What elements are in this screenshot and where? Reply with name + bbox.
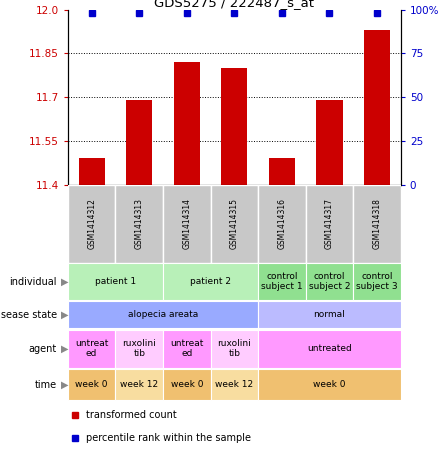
Title: GDS5275 / 222487_s_at: GDS5275 / 222487_s_at <box>154 0 314 9</box>
Bar <box>68 369 116 400</box>
Bar <box>221 68 247 185</box>
Bar <box>258 329 401 368</box>
Bar <box>116 329 163 368</box>
Text: week 0: week 0 <box>75 380 108 389</box>
Bar <box>306 185 353 263</box>
Bar <box>68 185 116 263</box>
Text: GSM1414315: GSM1414315 <box>230 198 239 249</box>
Bar <box>258 264 306 300</box>
Text: agent: agent <box>29 344 57 354</box>
Bar <box>258 185 306 263</box>
Text: alopecia areata: alopecia areata <box>128 310 198 319</box>
Bar <box>163 185 211 263</box>
Text: percentile rank within the sample: percentile rank within the sample <box>86 433 251 443</box>
Bar <box>68 301 258 328</box>
Bar <box>353 264 401 300</box>
Bar <box>68 329 116 368</box>
Bar <box>116 185 163 263</box>
Text: ▶: ▶ <box>60 380 68 390</box>
Text: transformed count: transformed count <box>86 410 177 420</box>
Text: GSM1414314: GSM1414314 <box>182 198 191 249</box>
Bar <box>353 185 401 263</box>
Bar <box>364 30 390 185</box>
Text: GSM1414312: GSM1414312 <box>87 198 96 249</box>
Text: ruxolini
tib: ruxolini tib <box>122 339 156 358</box>
Text: untreat
ed: untreat ed <box>170 339 204 358</box>
Text: untreat
ed: untreat ed <box>75 339 108 358</box>
Bar <box>269 159 295 185</box>
Bar <box>78 159 105 185</box>
Text: week 12: week 12 <box>215 380 254 389</box>
Text: ruxolini
tib: ruxolini tib <box>217 339 251 358</box>
Text: control
subject 1: control subject 1 <box>261 272 303 291</box>
Bar <box>174 62 200 185</box>
Bar <box>163 369 211 400</box>
Text: GSM1414313: GSM1414313 <box>135 198 144 249</box>
Text: GSM1414317: GSM1414317 <box>325 198 334 249</box>
Text: control
subject 3: control subject 3 <box>356 272 398 291</box>
Bar <box>68 264 163 300</box>
Text: week 12: week 12 <box>120 380 158 389</box>
Text: control
subject 2: control subject 2 <box>309 272 350 291</box>
Text: time: time <box>35 380 57 390</box>
Bar <box>211 369 258 400</box>
Text: week 0: week 0 <box>170 380 203 389</box>
Bar <box>306 264 353 300</box>
Text: ▶: ▶ <box>60 310 68 320</box>
Bar <box>258 301 401 328</box>
Bar <box>126 100 152 185</box>
Text: patient 1: patient 1 <box>95 277 136 286</box>
Text: individual: individual <box>10 277 57 287</box>
Bar <box>163 264 258 300</box>
Text: GSM1414316: GSM1414316 <box>277 198 286 249</box>
Bar <box>163 329 211 368</box>
Text: ▶: ▶ <box>60 277 68 287</box>
Bar <box>211 329 258 368</box>
Text: normal: normal <box>314 310 345 319</box>
Text: disease state: disease state <box>0 310 57 320</box>
Bar <box>116 369 163 400</box>
Bar <box>258 369 401 400</box>
Text: patient 2: patient 2 <box>190 277 231 286</box>
Text: untreated: untreated <box>307 344 352 353</box>
Text: ▶: ▶ <box>60 344 68 354</box>
Text: GSM1414318: GSM1414318 <box>372 198 381 249</box>
Bar <box>316 100 343 185</box>
Bar <box>211 185 258 263</box>
Text: week 0: week 0 <box>313 380 346 389</box>
